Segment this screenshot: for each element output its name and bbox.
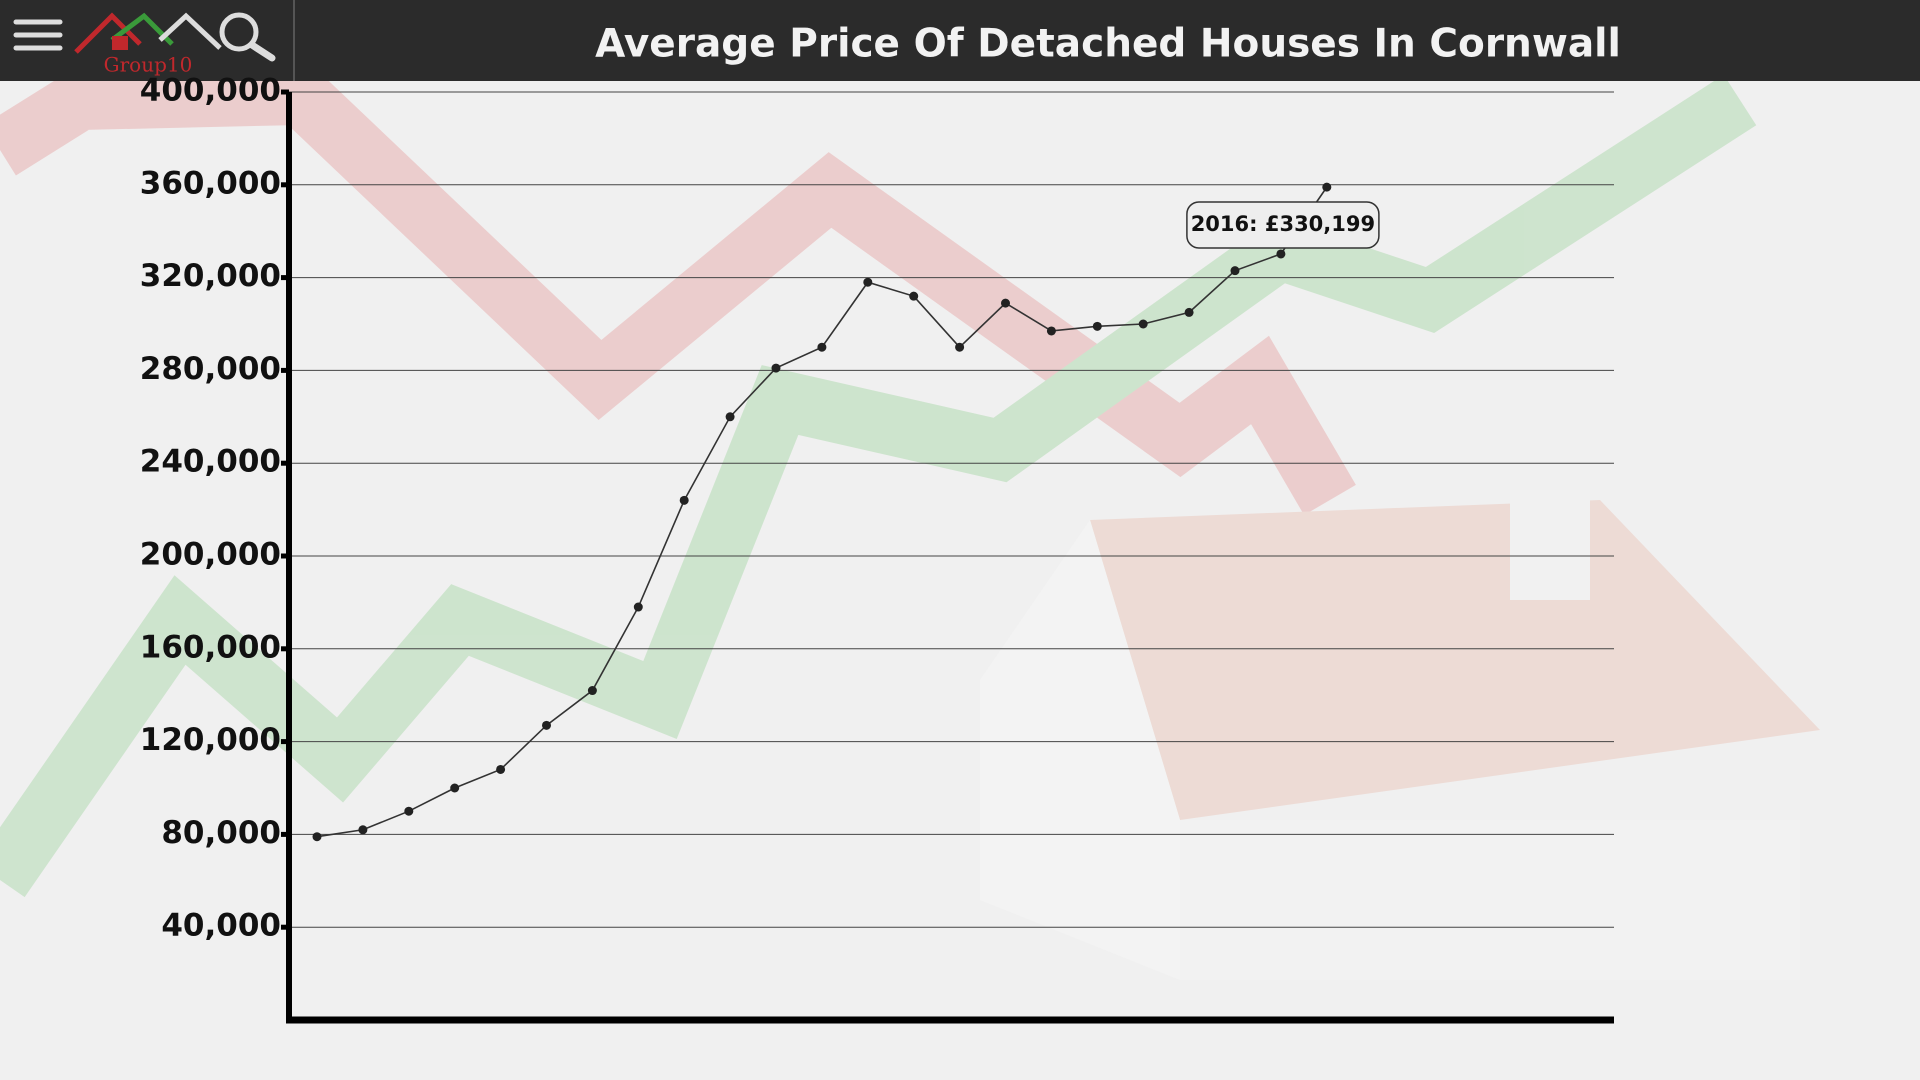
data-point xyxy=(358,825,368,835)
y-tick-label: 80,000 xyxy=(161,815,281,851)
background-art xyxy=(0,64,1820,980)
y-tick-label: 400,000 xyxy=(140,73,281,109)
logo-text: Group10 xyxy=(104,53,193,77)
y-tick-label: 240,000 xyxy=(140,444,281,480)
data-point xyxy=(542,720,551,730)
data-point xyxy=(1001,298,1010,308)
data-point xyxy=(771,363,781,373)
data-point xyxy=(1092,321,1102,331)
data-point xyxy=(1230,266,1240,276)
data-point xyxy=(1276,249,1286,259)
data-point xyxy=(909,291,919,301)
tooltip-box xyxy=(1186,201,1380,249)
data-point xyxy=(863,277,873,287)
data-point xyxy=(587,686,597,696)
logo[interactable]: Group10 xyxy=(74,12,222,77)
data-point xyxy=(1046,326,1056,336)
y-tick-label: 120,000 xyxy=(140,722,281,758)
data-point xyxy=(1184,307,1194,317)
menu-button[interactable] xyxy=(13,19,63,51)
tooltip-text: 2016: £330,199 xyxy=(1191,212,1375,236)
search-button[interactable] xyxy=(219,12,276,62)
data-point xyxy=(725,412,735,422)
data-point xyxy=(404,806,414,816)
y-tick-label: 360,000 xyxy=(140,165,281,201)
data-point xyxy=(1138,319,1148,329)
y-tick-label: 200,000 xyxy=(140,537,281,573)
data-point xyxy=(955,342,965,352)
y-tick-label: 280,000 xyxy=(140,351,281,387)
y-tick-label: 160,000 xyxy=(140,629,281,665)
data-point xyxy=(496,764,506,774)
chart-title: Average Price Of Detached Houses In Corn… xyxy=(595,22,1621,67)
data-point xyxy=(312,832,322,842)
data-point xyxy=(817,342,827,352)
data-point xyxy=(679,495,689,505)
y-tick-label: 320,000 xyxy=(140,258,281,294)
header-bar xyxy=(0,0,1920,81)
data-point xyxy=(1322,182,1332,192)
data-point xyxy=(633,602,643,612)
chart: 40,000 80,000 120,000 160,000 200,000 240,000… xyxy=(140,73,1614,1024)
data-point xyxy=(450,783,460,793)
y-tick-label: 40,000 xyxy=(161,908,281,944)
